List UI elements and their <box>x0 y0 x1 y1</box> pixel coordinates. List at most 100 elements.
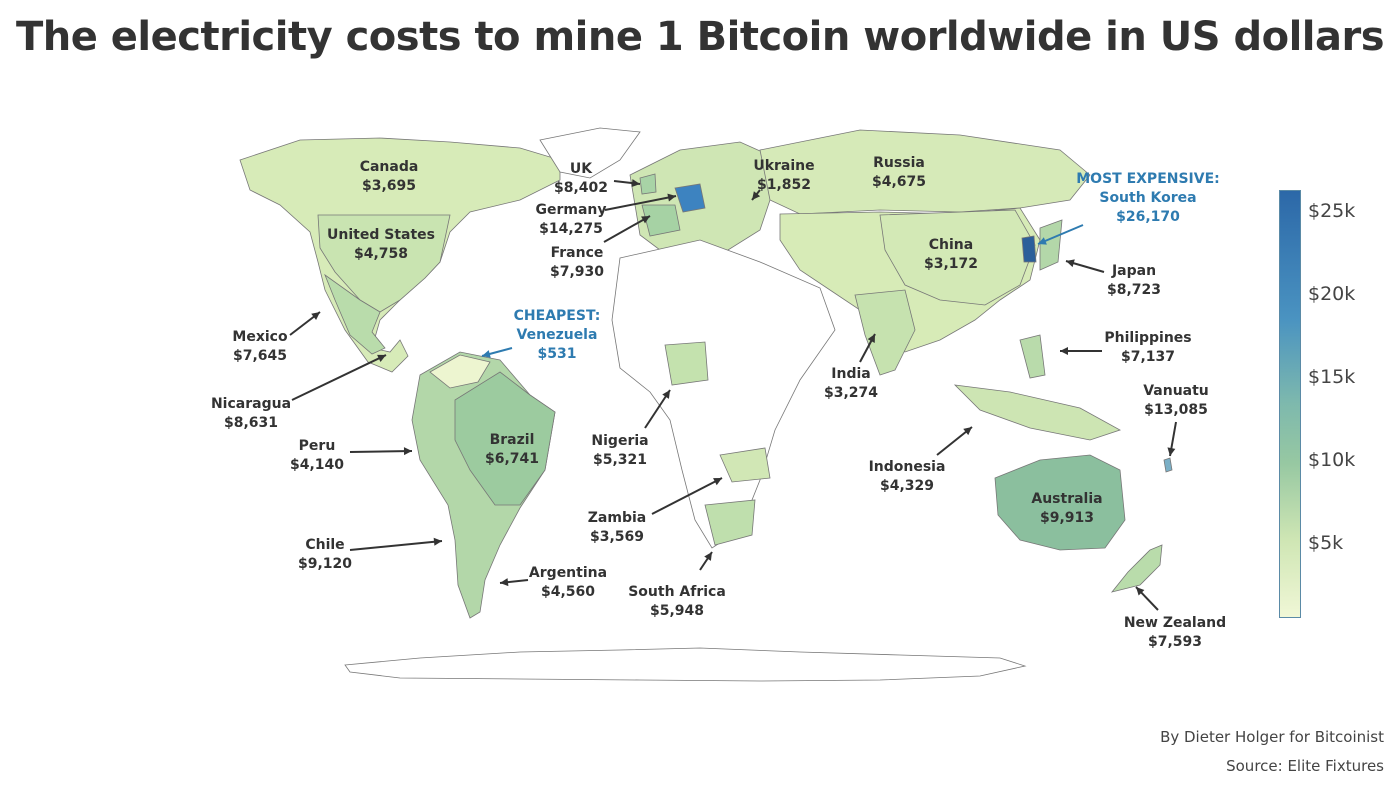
landmass-australia <box>994 454 1126 551</box>
label-russia-name: Russia <box>873 155 925 171</box>
label-russia-value: $4,675 <box>871 174 927 190</box>
label-peru-name: Peru <box>298 438 336 454</box>
label-france: France $7,930 <box>550 244 604 282</box>
label-philippines: Philippines $7,137 <box>1104 329 1191 367</box>
label-peru: Peru $4,140 <box>290 437 344 475</box>
label-australia-name: Australia <box>1031 491 1103 507</box>
landmass-south-korea <box>1021 235 1037 263</box>
label-australia-value: $9,913 <box>1039 510 1095 526</box>
label-japan-value: $8,723 <box>1106 282 1162 298</box>
arrow-zambia <box>651 477 723 515</box>
label-chile: Chile $9,120 <box>298 536 352 574</box>
landmass-greenland <box>539 127 641 179</box>
label-india-name: India <box>831 366 871 382</box>
label-australia: Australia $9,913 <box>1031 490 1102 528</box>
most-expensive-country: South Korea <box>1099 190 1197 206</box>
label-new-zealand: New Zealand $7,593 <box>1124 614 1226 652</box>
landmass-antarctica <box>344 647 1027 682</box>
label-brazil-name: Brazil <box>489 432 535 448</box>
label-uk-value: $8,402 <box>553 180 609 196</box>
label-indonesia-name: Indonesia <box>868 459 946 475</box>
label-zambia-value: $3,569 <box>589 529 645 545</box>
landmass-india <box>854 289 916 376</box>
arrow-uk <box>613 179 641 188</box>
label-united-states-value: $4,758 <box>353 246 409 262</box>
colorbar-tick-10k: $10k <box>1308 449 1356 471</box>
label-chile-value: $9,120 <box>297 556 353 572</box>
colorbar-tick-25k: $25k <box>1308 200 1356 222</box>
source-note: Source: Elite Fixtures <box>1226 757 1384 775</box>
landmass-russia <box>759 129 1091 215</box>
label-philippines-name: Philippines <box>1104 330 1192 346</box>
cheapest-value: $531 <box>537 346 577 362</box>
label-peru-value: $4,140 <box>289 457 345 473</box>
label-france-name: France <box>550 245 604 261</box>
label-canada: Canada $3,695 <box>360 158 419 196</box>
landmass-nigeria <box>664 341 709 386</box>
label-france-value: $7,930 <box>549 264 605 280</box>
label-mexico-name: Mexico <box>232 329 288 345</box>
label-zambia: Zambia $3,569 <box>588 509 646 547</box>
landmass-china <box>879 209 1036 306</box>
arrow-new-zealand <box>1135 586 1159 611</box>
label-germany-value: $14,275 <box>539 221 603 237</box>
label-mexico-value: $7,645 <box>232 348 288 364</box>
label-nigeria: Nigeria $5,321 <box>591 432 648 470</box>
label-cheapest: CHEAPEST: Venezuela $531 <box>514 307 601 364</box>
landmass-south-africa <box>704 499 756 546</box>
label-zambia-name: Zambia <box>587 510 647 526</box>
label-japan-name: Japan <box>1111 263 1157 279</box>
label-brazil-value: $6,741 <box>484 451 540 467</box>
landmass-japan <box>1039 219 1063 271</box>
label-south-africa-value: $5,948 <box>649 603 705 619</box>
label-argentina-value: $4,560 <box>540 584 596 600</box>
label-nicaragua-name: Nicaragua <box>210 396 292 412</box>
label-united-states: United States $4,758 <box>327 226 435 264</box>
label-most-expensive: MOST EXPENSIVE: South Korea $26,170 <box>1076 170 1220 227</box>
arrow-ukraine <box>751 189 761 201</box>
label-mexico: Mexico $7,645 <box>232 328 287 366</box>
label-uk-name: UK <box>569 161 593 177</box>
arrow-nicaragua <box>291 354 387 401</box>
label-canada-name: Canada <box>359 159 419 175</box>
label-china: China $3,172 <box>924 236 978 274</box>
landmass-philippines <box>1019 334 1046 379</box>
landmass-africa <box>611 239 836 549</box>
cheapest-heading: CHEAPEST: <box>513 308 601 324</box>
label-germany: Germany $14,275 <box>535 201 606 239</box>
landmass-new-zealand <box>1110 544 1163 593</box>
landmass-uk <box>639 173 657 195</box>
label-nigeria-name: Nigeria <box>591 433 649 449</box>
arrow-mexico <box>289 311 321 336</box>
arrow-france <box>603 215 651 243</box>
label-nicaragua: Nicaragua $8,631 <box>211 395 291 433</box>
arrow-venezuela <box>481 347 513 358</box>
label-brazil: Brazil $6,741 <box>485 431 539 469</box>
most-expensive-heading: MOST EXPENSIVE: <box>1076 171 1220 187</box>
label-chile-name: Chile <box>305 537 345 553</box>
label-japan: Japan $8,723 <box>1107 262 1161 300</box>
label-argentina: Argentina $4,560 <box>529 564 607 602</box>
label-united-states-name: United States <box>327 227 435 243</box>
arrow-south-africa <box>699 551 713 571</box>
landmass-zambia <box>719 447 771 483</box>
label-uk: UK $8,402 <box>554 160 608 198</box>
arrow-peru <box>349 447 413 456</box>
arrow-india <box>859 333 876 363</box>
landmass-indonesia <box>953 384 1121 441</box>
label-germany-name: Germany <box>535 202 607 218</box>
landmass-mexico <box>324 273 386 355</box>
label-south-africa: South Africa $5,948 <box>628 583 726 621</box>
arrow-chile <box>349 537 443 551</box>
label-vanuatu: Vanuatu $13,085 <box>1143 382 1209 420</box>
label-china-value: $3,172 <box>923 256 979 272</box>
label-nigeria-value: $5,321 <box>592 452 648 468</box>
label-argentina-name: Argentina <box>528 565 608 581</box>
label-nicaragua-value: $8,631 <box>223 415 279 431</box>
label-russia: Russia $4,675 <box>872 154 926 192</box>
colorbar-tick-5k: $5k <box>1308 532 1344 554</box>
arrow-indonesia <box>936 426 973 456</box>
landmass-france <box>641 204 681 237</box>
arrow-argentina <box>499 578 529 587</box>
label-india-value: $3,274 <box>823 385 879 401</box>
